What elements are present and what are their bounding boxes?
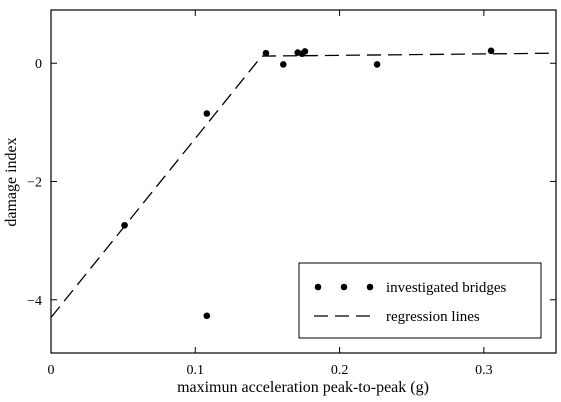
data-point (280, 61, 287, 68)
x-axis-label: maximun acceleration peak-to-peak (g) (177, 379, 429, 396)
data-point (262, 49, 270, 57)
legend-marker-dots (314, 283, 374, 291)
legend-label-regression-lines: regression lines (386, 309, 480, 325)
y-axis-label: damage index (3, 137, 20, 226)
regression-line (50, 52, 557, 318)
y-tick-label: −2 (27, 176, 42, 191)
data-point (487, 47, 495, 55)
legend-dot (340, 283, 348, 291)
x-tick-label: 0 (48, 363, 55, 378)
legend-dot (366, 283, 374, 291)
ticks-layer: 0 0.1 0.2 0.3 0 −2 −4 (27, 10, 556, 378)
x-tick-label: 0.2 (331, 363, 349, 378)
data-point (203, 110, 211, 117)
data-point (301, 48, 309, 55)
x-tick-label: 0.1 (187, 363, 205, 378)
data-point (203, 312, 211, 320)
data-point (373, 61, 381, 68)
legend-label-investigated-bridges: investigated bridges (386, 280, 507, 296)
y-tick-label: −4 (27, 294, 42, 309)
legend: investigated bridges regression lines (298, 262, 542, 339)
series-layer (50, 47, 557, 320)
y-tick-label: 0 (35, 57, 42, 72)
x-tick-label: 0.3 (475, 363, 493, 378)
legend-dot (314, 283, 322, 291)
legend-box (298, 262, 542, 339)
